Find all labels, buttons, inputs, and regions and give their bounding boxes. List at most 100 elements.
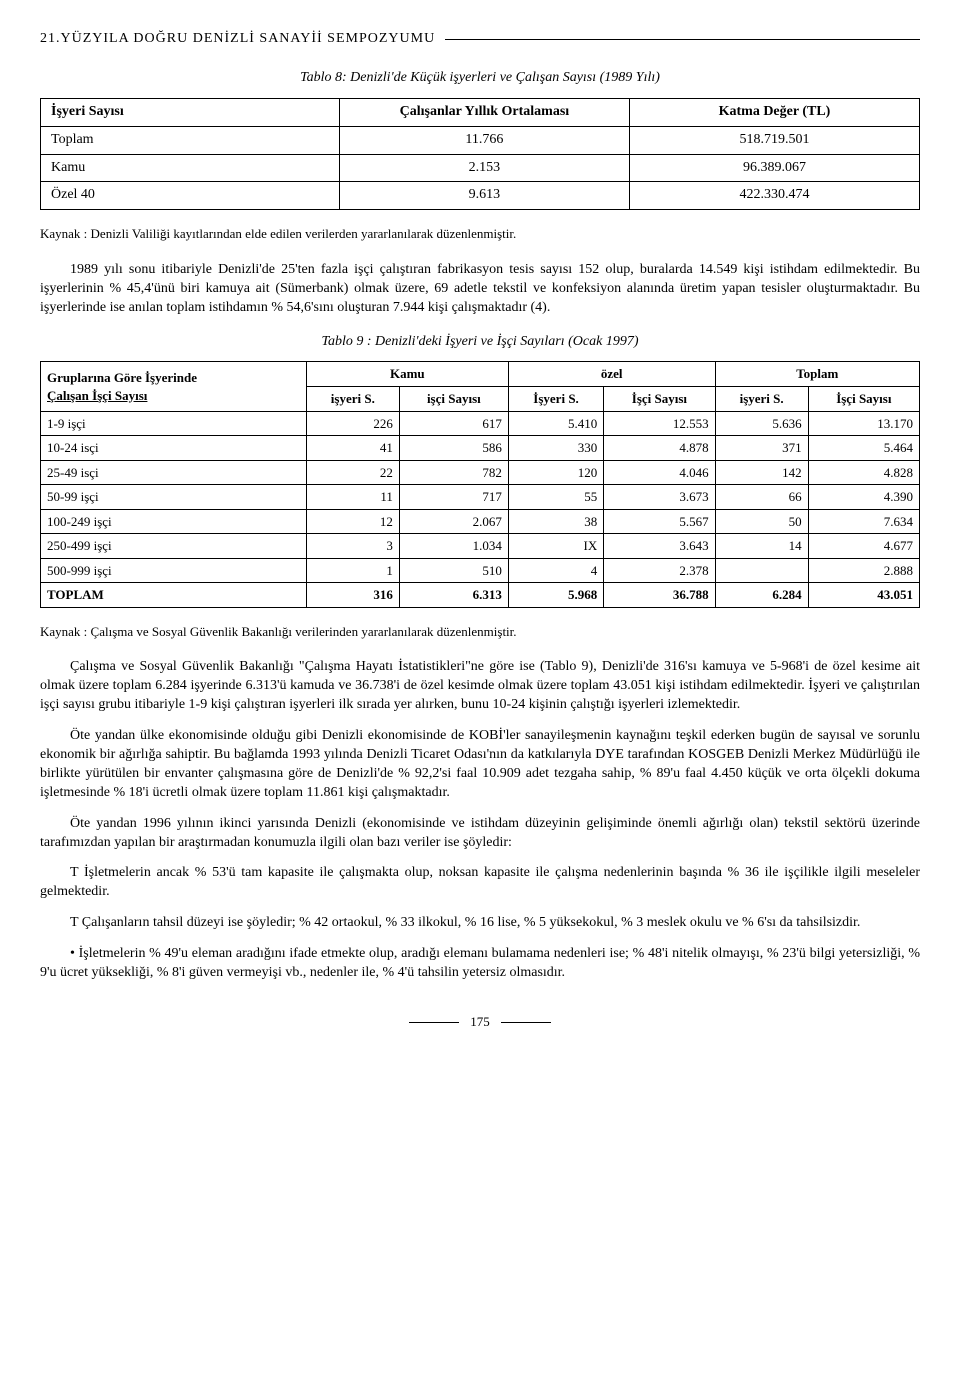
t9-cell: 7.634 [808,509,919,534]
t9-cell: 586 [399,436,508,461]
t9-cell: 5.968 [508,583,603,608]
t8-cell: Özel 40 [41,182,340,210]
table-row: 25-49 isçi227821204.0461424.828 [41,460,920,485]
table-row: Özel 409.613422.330.474 [41,182,920,210]
t9-cell: 66 [715,485,808,510]
t9-cell: 55 [508,485,603,510]
t9-cell: 13.170 [808,411,919,436]
table-row: 10-24 isçi415863304.8783715.464 [41,436,920,461]
t9-cell: 4.677 [808,534,919,559]
t8-cell: 11.766 [339,126,629,154]
page-num-rule-right [501,1022,551,1023]
t9-cell: 1.034 [399,534,508,559]
t9-group-cell: 500-999 işçi [41,558,307,583]
t9-sc4: işyeri S. [715,387,808,412]
table-row: TOPLAM3166.3135.96836.7886.28443.051 [41,583,920,608]
header-title: 21.YÜZYILA DOĞRU DENİZLİ SANAYİİ SEMPOZY… [40,30,445,49]
t9-group-cell: 250-499 işçi [41,534,307,559]
t9-cell: 782 [399,460,508,485]
t9-cell: 38 [508,509,603,534]
t9-cell: 226 [306,411,399,436]
t9-cell [715,558,808,583]
t9-cell: 5.636 [715,411,808,436]
table-row: Toplam11.766518.719.501 [41,126,920,154]
t9-group-cell: 25-49 isçi [41,460,307,485]
t9-sc0: işyeri S. [306,387,399,412]
table9-source: Kaynak : Çalışma ve Sosyal Güvenlik Baka… [40,623,920,641]
table-row: 500-999 işçi151042.3782.888 [41,558,920,583]
bullet-2: T Çalışanların tahsil düzeyi ise şöyledi… [40,914,920,933]
t9-cell: 12.553 [604,411,715,436]
t9-cell: 5.410 [508,411,603,436]
table-row: 100-249 işçi122.067385.567507.634 [41,509,920,534]
t9-cell: 617 [399,411,508,436]
t9-cell: 36.788 [604,583,715,608]
table-row: 50-99 işçi11717553.673664.390 [41,485,920,510]
t9-cell: 11 [306,485,399,510]
t9-cell: 3.673 [604,485,715,510]
t9-gh2: Çalışan İşçi Sayısı [47,388,147,403]
paragraph-3: Öte yandan ülke ekonomisinde olduğu gibi… [40,727,920,803]
t9-cell: 120 [508,460,603,485]
t9-cell: 510 [399,558,508,583]
t9-cell: 4.046 [604,460,715,485]
t9-cell: 3.643 [604,534,715,559]
page-header: 21.YÜZYILA DOĞRU DENİZLİ SANAYİİ SEMPOZY… [40,30,920,49]
t9-cell: 3 [306,534,399,559]
t9-gh1: Gruplarına Göre İşyerinde [47,370,197,385]
table8: İşyeri Sayısı Çalışanlar Yıllık Ortalama… [40,98,920,211]
t9-cell: 14 [715,534,808,559]
paragraph-1: 1989 yılı sonu itibariyle Denizli'de 25'… [40,261,920,318]
t9-group-cell: 1-9 işçi [41,411,307,436]
bullet-3: • İşletmelerin % 49'u eleman aradığını i… [40,945,920,983]
t9-gh: Gruplarına Göre İşyerinde Çalışan İşçi S… [41,362,307,411]
t8-cell: 518.719.501 [629,126,919,154]
paragraph-4: Öte yandan 1996 yılının ikinci yarısında… [40,815,920,853]
page-number: 175 [40,1013,920,1031]
t9-cell: 142 [715,460,808,485]
t8-cell: Toplam [41,126,340,154]
t8-cell: 9.613 [339,182,629,210]
table-row: 1-9 işçi2266175.41012.5535.63613.170 [41,411,920,436]
t9-cell: 6.284 [715,583,808,608]
t9-cell: 330 [508,436,603,461]
t8-h0: İşyeri Sayısı [41,98,340,126]
t8-cell: 422.330.474 [629,182,919,210]
t9-group-cell: TOPLAM [41,583,307,608]
t9-sc2: İşyeri S. [508,387,603,412]
t9-cell: IX [508,534,603,559]
t8-cell: 96.389.067 [629,154,919,182]
t9-cell: 43.051 [808,583,919,608]
t9-cell: 4.878 [604,436,715,461]
t9-cell: 22 [306,460,399,485]
page-number-value: 175 [470,1014,490,1029]
t9-group-cell: 50-99 işçi [41,485,307,510]
t9-cell: 717 [399,485,508,510]
t9-kamu: Kamu [306,362,508,387]
t8-cell: Kamu [41,154,340,182]
t9-toplam: Toplam [715,362,919,387]
t9-cell: 50 [715,509,808,534]
t9-ozel: özel [508,362,715,387]
t9-group-cell: 10-24 isçi [41,436,307,461]
t9-cell: 4.390 [808,485,919,510]
t9-cell: 371 [715,436,808,461]
t8-cell: 2.153 [339,154,629,182]
t9-cell: 2.378 [604,558,715,583]
t9-cell: 12 [306,509,399,534]
t9-sc3: İşçi Sayısı [604,387,715,412]
t9-cell: 316 [306,583,399,608]
table8-source: Kaynak : Denizli Valiliği kayıtlarından … [40,225,920,243]
table8-caption: Tablo 8: Denizli'de Küçük işyerleri ve Ç… [40,69,920,88]
page-num-rule-left [409,1022,459,1023]
paragraph-2: Çalışma ve Sosyal Güvenlik Bakanlığı "Ça… [40,658,920,715]
t9-sc5: İşçi Sayısı [808,387,919,412]
bullet-1: T İşletmelerin ancak % 53'ü tam kapasite… [40,864,920,902]
t9-cell: 1 [306,558,399,583]
t9-group-cell: 100-249 işçi [41,509,307,534]
t9-cell: 2.888 [808,558,919,583]
table-row: 250-499 işçi31.034IX3.643144.677 [41,534,920,559]
header-rule [445,39,920,40]
t9-cell: 6.313 [399,583,508,608]
table-row: Kamu2.15396.389.067 [41,154,920,182]
